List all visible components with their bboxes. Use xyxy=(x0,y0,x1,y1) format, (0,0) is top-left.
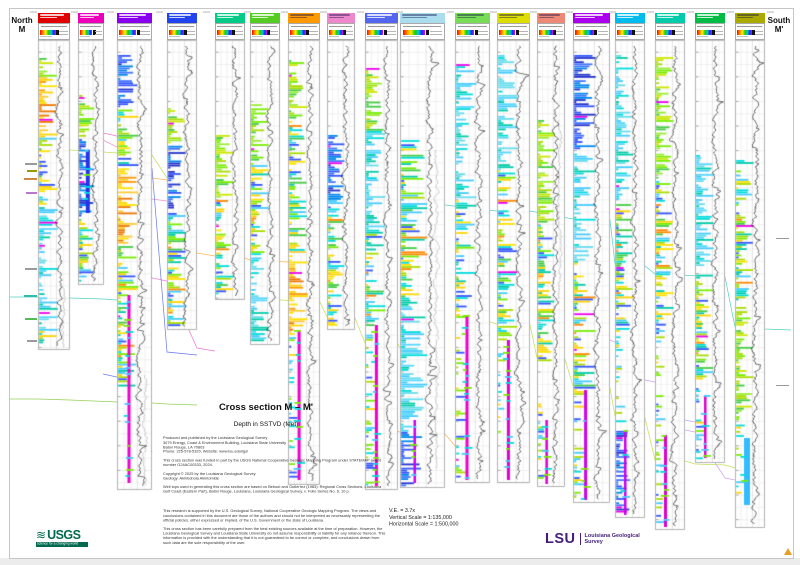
credits-block: Produced and published by the Louisiana … xyxy=(163,436,387,494)
north-end-label: North M xyxy=(8,16,36,34)
disclaimer-block: This research is supported by the U.S. G… xyxy=(163,508,387,545)
disclaimer-paragraph: This research is supported by the U.S. G… xyxy=(163,508,381,523)
usgs-wave-icon: ≋ xyxy=(36,528,47,542)
vertical-exaggeration: V.E. = 3.7x xyxy=(389,507,416,513)
usgs-logo: ≋ USGS science for a changing world xyxy=(36,528,88,547)
disclaimer-paragraph: This cross section has been carefully pr… xyxy=(163,526,386,545)
funding-note: This cross section was funded in part by… xyxy=(163,457,382,468)
usgs-tagline-bar: science for a changing world xyxy=(36,542,88,547)
credits-line: Phone: 225-578-5320, Website: www.lsu.ed… xyxy=(163,449,249,454)
copyright-line: Copyright © 2025 by the Louisiana Geolog… xyxy=(163,471,256,476)
lsu-logo-divider xyxy=(579,533,581,545)
lgs-name-line: Louisiana Geological xyxy=(584,533,640,539)
section-title: Cross section M – M' xyxy=(218,402,314,413)
lgs-name-line: Survey xyxy=(584,539,603,545)
lsu-lgs-logo: LSU Louisiana Geological Survey xyxy=(545,531,640,547)
geology-credit-line: Geology: Akinbobola Akintomide xyxy=(163,475,219,481)
credits-line: Baton Rouge, LA 70803 xyxy=(163,444,205,450)
lsu-wordmark: LSU xyxy=(545,531,576,547)
credits-line: Produced and published by the Louisiana … xyxy=(163,435,268,441)
south-label: South xyxy=(767,16,791,25)
credits-line: 3079 Energy, Coast & Environment Buildin… xyxy=(163,440,287,445)
usgs-tagline: science for a changing world xyxy=(37,542,79,546)
vertical-scale: Vertical Scale = 1:135,000 xyxy=(389,513,452,520)
horizontal-scale: Horizontal Scale = 1:500,000 xyxy=(389,520,459,527)
lgs-name: Louisiana Geological Survey xyxy=(585,533,640,545)
usgs-wordmark: USGS xyxy=(47,528,81,542)
south-sub-label: M' xyxy=(774,25,784,34)
welltops-note: Well tops used in generating this cross … xyxy=(163,484,382,494)
page-corner-marker xyxy=(784,548,792,555)
section-subtitle: Depth in SSTVD (feet) xyxy=(233,421,299,428)
scale-block: V.E. = 3.7x Vertical Scale = 1:135,000 H… xyxy=(389,507,569,528)
north-sub-label: M xyxy=(18,25,26,34)
south-end-label: South M' xyxy=(764,16,794,34)
title-block: Cross section M – M' Depth in SSTVD (fee… xyxy=(156,402,376,428)
north-label: North xyxy=(11,16,33,25)
